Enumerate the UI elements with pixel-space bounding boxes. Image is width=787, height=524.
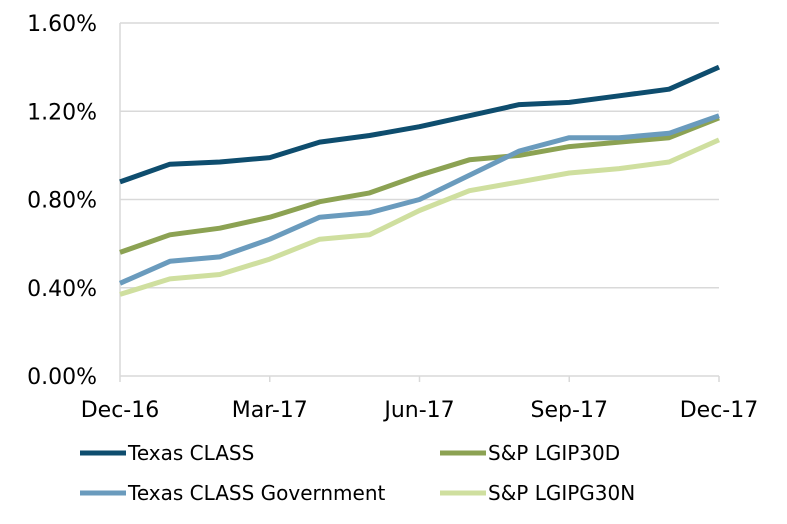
series-line-1: [119, 64, 721, 185]
legend-label: S&P LGIPG30N: [488, 481, 635, 505]
legend-label: Texas CLASS Government: [127, 481, 386, 505]
x-tick-label: Jun-17: [382, 398, 454, 423]
x-tick-label: Dec-17: [680, 398, 759, 423]
tick-labels: 0.00% 0.40% 0.80% 1.20% 1.60% Dec-16 Mar-17 Jun…: [27, 12, 758, 423]
axes: [119, 23, 720, 382]
legend: Texas CLASS S&P LGIP30D Texas CLASS Govern…: [80, 441, 635, 505]
y-tick-label: 0.40%: [27, 277, 97, 302]
series-lines: [118, 64, 721, 297]
x-tick-label: Dec-16: [81, 398, 160, 423]
y-tick-label: 1.20%: [27, 100, 97, 125]
series-line-4: [119, 137, 721, 297]
legend-label: S&P LGIP30D: [488, 441, 620, 465]
y-tick-label: 1.60%: [27, 12, 97, 37]
series-line-2: [119, 115, 720, 255]
x-tick-label: Mar-17: [232, 398, 308, 423]
legend-label: Texas CLASS: [127, 441, 254, 465]
gridlines: [120, 22, 719, 289]
y-tick-label: 0.00%: [27, 365, 97, 390]
y-tick-label: 0.80%: [27, 189, 97, 214]
series-line-3: [118, 113, 720, 286]
x-tick-label: Sep-17: [531, 398, 608, 423]
